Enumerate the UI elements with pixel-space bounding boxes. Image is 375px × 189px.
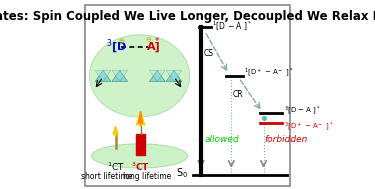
- Text: CR: CR: [232, 90, 243, 99]
- Text: long lifetime: long lifetime: [123, 172, 171, 180]
- Ellipse shape: [92, 144, 188, 168]
- Text: $^3$[D: $^3$[D: [106, 38, 127, 56]
- Text: forbidden: forbidden: [265, 135, 308, 144]
- Text: $^3$[D$^+$ $-$ A$^-$ ]$^*$: $^3$[D$^+$ $-$ A$^-$ ]$^*$: [284, 120, 333, 132]
- Text: allowed: allowed: [204, 135, 239, 144]
- Polygon shape: [138, 112, 142, 125]
- Polygon shape: [112, 70, 128, 81]
- Polygon shape: [166, 70, 182, 81]
- Text: $*$: $*$: [154, 35, 160, 44]
- Polygon shape: [95, 70, 111, 81]
- Text: A]: A]: [147, 42, 160, 52]
- Text: $\oplus$: $\oplus$: [118, 36, 125, 45]
- Text: $^1$[D $-$ A ]$^*$: $^1$[D $-$ A ]$^*$: [212, 20, 252, 33]
- Polygon shape: [113, 126, 118, 136]
- Text: CT States: Spin Coupled We Live Longer, Decoupled We Relax Faster: CT States: Spin Coupled We Live Longer, …: [0, 10, 375, 23]
- Polygon shape: [112, 70, 128, 81]
- Text: short lifetime: short lifetime: [81, 172, 133, 180]
- Ellipse shape: [90, 35, 190, 117]
- Text: $\ominus$: $\ominus$: [145, 35, 152, 44]
- Text: $^1$[D$^+$ $-$ A$^-$ ]$^*$: $^1$[D$^+$ $-$ A$^-$ ]$^*$: [244, 67, 293, 80]
- FancyBboxPatch shape: [86, 5, 290, 186]
- Polygon shape: [136, 134, 146, 155]
- Text: $^1$CT: $^1$CT: [106, 160, 124, 173]
- Text: $^3$[D $-$ A ]$^*$: $^3$[D $-$ A ]$^*$: [284, 104, 321, 117]
- Polygon shape: [136, 111, 145, 126]
- Polygon shape: [95, 70, 111, 81]
- Polygon shape: [149, 70, 165, 81]
- Text: CS: CS: [204, 49, 213, 58]
- Polygon shape: [166, 70, 182, 81]
- Text: $^3$CT: $^3$CT: [131, 160, 150, 173]
- Polygon shape: [149, 70, 165, 81]
- Text: S$_0$: S$_0$: [176, 166, 189, 180]
